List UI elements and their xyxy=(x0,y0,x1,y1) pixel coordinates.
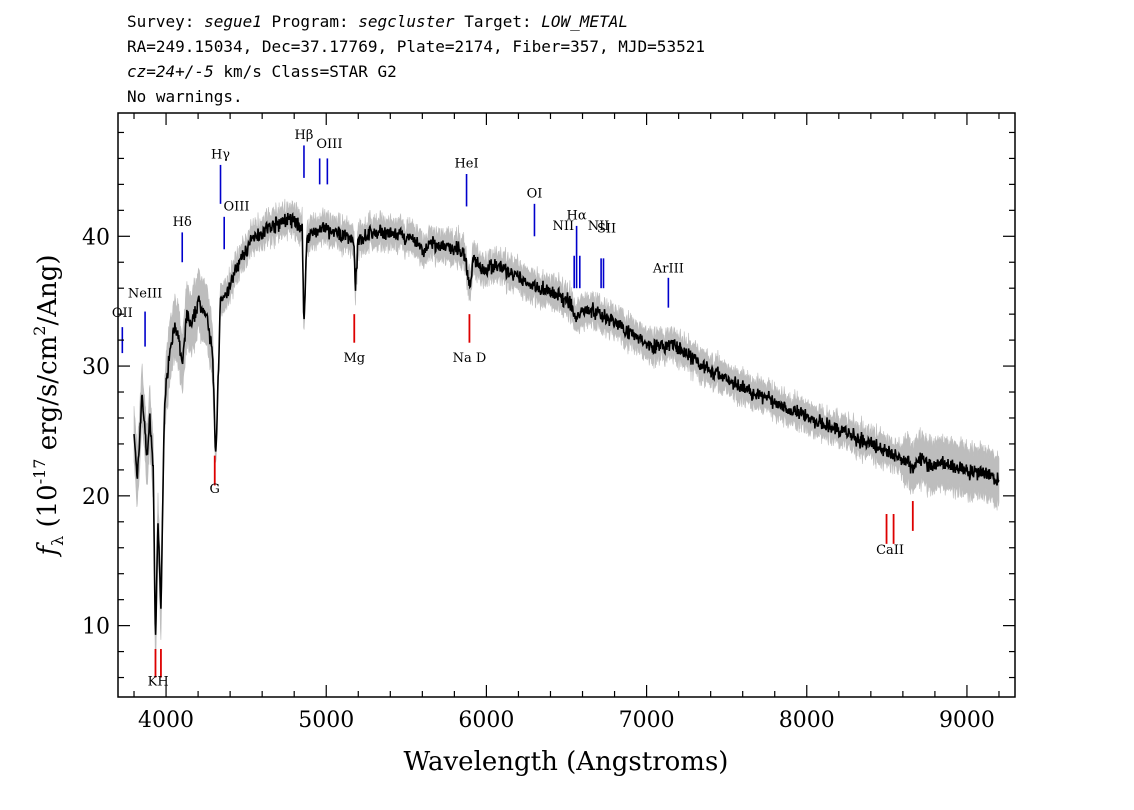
header-line-1: Survey: segue1 Program: segcluster Targe… xyxy=(127,12,628,32)
line-label: Mg xyxy=(343,351,365,366)
program-label: Program: xyxy=(271,12,349,31)
line-label: OI xyxy=(527,186,543,201)
line-label: NII xyxy=(588,219,610,234)
plot-frame xyxy=(117,112,1016,698)
error-band xyxy=(133,198,1000,667)
line-label: NeIII xyxy=(128,286,162,301)
header-line-4: No warnings. xyxy=(127,87,243,106)
line-label: Hγ xyxy=(211,147,230,162)
svg-text:fλ (10-17 erg/s/cm2/Ang): fλ (10-17 erg/s/cm2/Ang) xyxy=(30,254,67,557)
x-axis-label: Wavelength (Angstroms) xyxy=(404,747,729,777)
x-tick-label: 9000 xyxy=(939,708,995,733)
line-label: CaII xyxy=(876,543,904,558)
redshift-value: cz=24+/-5 xyxy=(127,62,214,81)
line-label: HeI xyxy=(454,157,478,172)
program-value: segcluster xyxy=(358,12,455,31)
line-label: OIII xyxy=(316,137,342,152)
line-label: Hδ xyxy=(173,215,192,230)
line-label: G xyxy=(210,482,220,497)
class-text: km/s Class=STAR G2 xyxy=(213,62,397,81)
target-value: LOW_METAL xyxy=(541,12,628,31)
header-line-3: cz=24+/-5 km/s Class=STAR G2 xyxy=(127,62,397,82)
y-axis-label: fλ (10-17 erg/s/cm2/Ang) xyxy=(30,254,67,557)
error-band-area xyxy=(133,198,1000,667)
line-label: SII xyxy=(597,221,616,236)
survey-label: Survey: xyxy=(127,12,195,31)
x-tick-label: 8000 xyxy=(779,708,835,733)
header-line-2: RA=249.15034, Dec=37.17769, Plate=2174, … xyxy=(127,37,705,56)
line-label: KH xyxy=(148,674,169,689)
y-tick-label: 30 xyxy=(82,355,110,380)
spectrum-line xyxy=(133,212,1000,635)
y-tick-label: 40 xyxy=(82,225,110,250)
line-label: Hβ xyxy=(295,128,314,143)
survey-value: segue1 xyxy=(204,12,262,31)
y-tick-label: 10 xyxy=(82,615,110,640)
x-tick-label: 4000 xyxy=(138,708,194,733)
spectrum-series xyxy=(133,212,1000,635)
x-tick-label: 7000 xyxy=(619,708,675,733)
line-label: NII xyxy=(552,219,574,234)
line-label: OII xyxy=(112,306,133,321)
axis-tick-labels: 4000 5000 6000 7000 8000 9000 10 20 30 40 xyxy=(82,225,995,733)
x-tick-label: 6000 xyxy=(458,708,514,733)
x-tick-label: 5000 xyxy=(298,708,354,733)
line-label: ArIII xyxy=(652,262,684,277)
target-label: Target: xyxy=(464,12,532,31)
line-label: Na D xyxy=(453,351,487,366)
axis-ticks xyxy=(118,113,1015,697)
line-label: OIII xyxy=(223,199,249,214)
y-tick-label: 20 xyxy=(82,485,110,510)
line-label: Hα xyxy=(567,208,587,223)
